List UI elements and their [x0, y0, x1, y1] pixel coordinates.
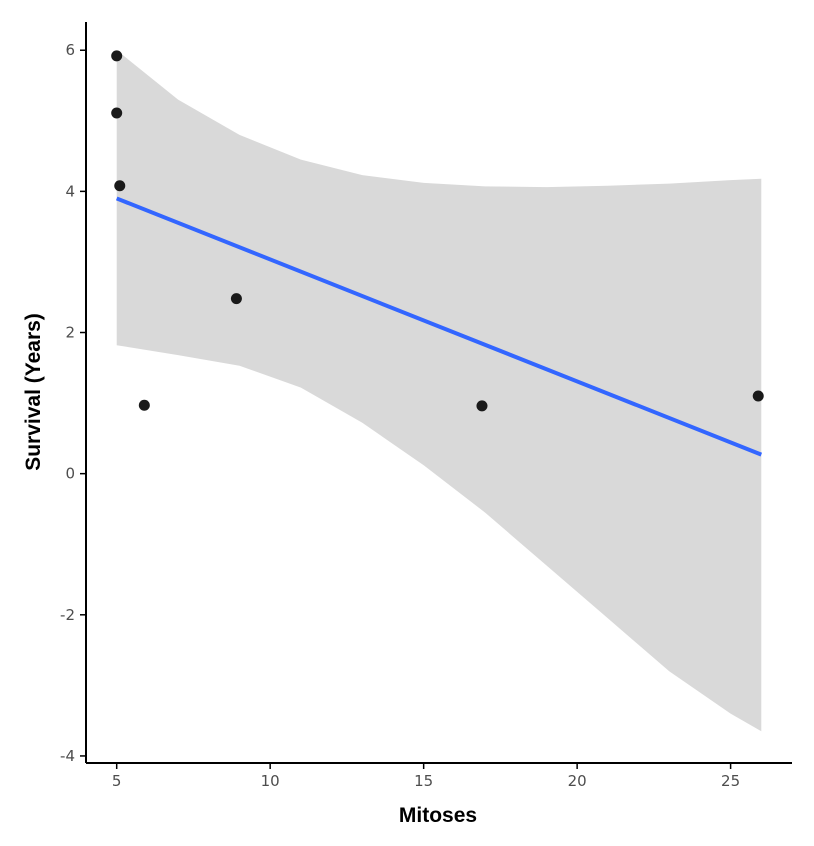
points-layer — [111, 50, 764, 412]
x-tick-label: 15 — [414, 772, 433, 790]
confidence-band-layer — [116, 50, 762, 732]
y-axis-title: Survival (Years) — [22, 313, 45, 471]
y-tick-label: -2 — [60, 606, 75, 624]
data-point-2 — [111, 107, 123, 119]
data-point-4 — [138, 399, 150, 411]
data-point-3 — [114, 180, 126, 192]
data-point-7 — [752, 390, 764, 402]
data-point-1 — [111, 50, 123, 62]
y-tick-label: 0 — [65, 465, 75, 483]
regression-line — [115, 196, 763, 457]
x-axis-title: Mitoses — [399, 804, 477, 827]
x-tick-label: 5 — [112, 772, 122, 790]
y-tick-label: 6 — [65, 41, 75, 59]
axes-layer: 5 10 15 20 25 -4 -2 0 2 4 6 — [60, 22, 792, 790]
y-tick-label: 2 — [65, 324, 75, 342]
y-tick-label: -4 — [60, 747, 75, 765]
confidence-band — [116, 50, 762, 732]
y-tick-label: 4 — [65, 182, 75, 200]
x-tick-label: 20 — [568, 772, 587, 790]
x-tick-label: 10 — [261, 772, 280, 790]
fit-line-layer — [115, 196, 763, 457]
data-point-6 — [476, 400, 488, 412]
x-tick-label: 25 — [721, 772, 740, 790]
data-point-5 — [230, 293, 242, 305]
